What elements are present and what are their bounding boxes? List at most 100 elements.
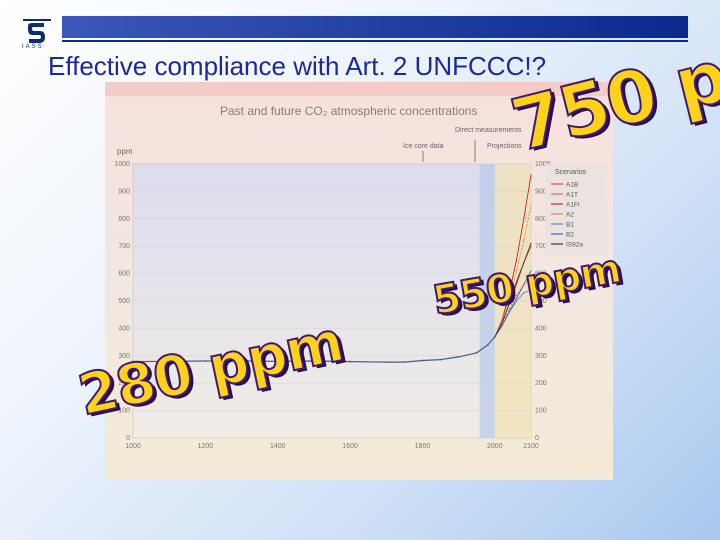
y-ticks-left: 0 100 200 300 400 500 600 700 800 900 1000 [114,161,130,442]
data-point-b2 [501,325,503,327]
data-point-b1 [530,289,532,291]
legend-box [545,164,607,256]
y-tick-label-left: 600 [118,271,130,278]
data-point-b2 [508,311,510,313]
y-tick-label-right: 300 [535,353,547,360]
y-tick-label-right: 100 [535,408,547,415]
figure-top-strip [105,82,613,96]
data-point-a1fi [515,259,518,261]
data-point-is92a [494,336,496,338]
y-tick-label-right: 1000 [535,161,551,168]
data-point-historical [439,358,442,361]
data-point-historical [204,360,207,362]
data-point-a1fi [508,292,510,294]
legend: A1B A1T A1FI A2 B1 B2 IS92a [551,182,583,249]
data-point-b1 [523,292,525,294]
y-tick-label-right: 900 [535,188,547,195]
data-point-historical [457,355,460,358]
y-tick-label-left: 1000 [114,161,130,168]
slide-title: Effective compliance with Art. 2 UNFCCC!… [48,51,547,81]
y-tick-label-left: 100 [118,408,130,415]
data-point-historical [276,360,279,363]
y-tick-label-left: 0 [126,435,130,442]
legend-label: B2 [566,232,574,239]
legend-label: A2 [566,212,574,219]
data-point-a1t [508,308,510,310]
series-points [132,174,532,364]
y-tick-label-left: 700 [118,243,130,250]
data-point-historical [349,360,351,363]
data-point-a2 [530,204,532,206]
chart-title: Past and future CO₂ atmospheric concentr… [220,104,477,118]
x-tick-label: 2000 [487,443,503,450]
data-point-historical [475,351,478,354]
data-point-a1b [515,283,518,286]
y-axis-label: ppm [117,147,133,156]
y-tick-label-left: 900 [118,188,130,195]
data-point-a2 [501,320,503,323]
data-point-a1fi [501,319,503,321]
data-point-b2 [530,270,532,272]
series-line-b2 [494,270,532,338]
data-point-a1fi [523,218,525,220]
series-line-a2 [494,205,532,338]
y-tick-label-right: 0 [535,435,539,442]
x-tick-label: 1800 [415,443,431,450]
y-tick-label-left: 800 [118,216,130,223]
x-ticks: 1000 1200 1400 1600 1800 2000 2100 [125,443,539,450]
x-tick-label: 1000 [125,443,141,450]
header-line [62,40,688,42]
annotation-projections: Projections [487,143,522,150]
legend-label: A1FI [566,202,580,209]
series-line-a1fi [494,174,532,338]
x-tick-label: 2100 [523,443,539,450]
y-tick-label-right: 800 [535,216,547,223]
header-bar [62,16,688,38]
series-line-is92a [494,243,532,338]
y-tick-label-left: 200 [118,380,130,387]
annotation-ice-core: Ice core data [403,143,444,150]
legend-label: B1 [566,222,574,229]
logo-text: IASS [22,44,44,50]
data-point-is92a [515,281,518,283]
data-point-historical [313,360,315,362]
x-tick-label: 1200 [198,443,214,450]
annotation-direct: Direct measurements [455,127,522,134]
series-line-a1t [494,278,532,338]
x-tick-label: 1400 [270,443,286,450]
data-point-a1t [515,294,518,297]
data-point-historical [240,360,243,362]
data-point-historical [168,360,171,363]
data-point-historical [132,360,134,363]
data-point-a1t [501,323,503,325]
data-point-historical [385,361,388,364]
y-tick-label-right: 600 [535,271,547,278]
data-point-a1b [530,245,532,247]
y-tick-label-right: 200 [535,380,547,387]
data-point-a1fi [530,174,532,176]
data-point-a2 [523,240,525,242]
iass-logo [23,19,51,43]
data-point-is92a [523,262,525,264]
data-point-is92a [508,303,510,305]
y-tick-label-right: 400 [535,325,547,332]
data-point-historical [421,359,424,362]
x-tick-label: 1600 [342,443,358,450]
y-tick-label-left: 400 [118,325,130,332]
y-tick-label-right: 700 [535,243,547,250]
data-point-b2 [515,297,518,299]
legend-label: A1T [566,192,578,199]
y-tick-label-right: 500 [535,298,547,305]
data-point-historical [403,361,406,364]
data-point-historical [486,344,489,347]
legend-title: Scenarios [555,169,587,176]
data-point-b1 [515,300,518,302]
data-point-a2 [515,270,518,272]
legend-label: A1B [566,182,578,189]
co2-chart: Past and future CO₂ atmospheric concentr… [105,82,613,480]
data-point-is92a [501,322,503,324]
y-tick-label-left: 300 [118,353,130,360]
legend-label: IS92a [566,242,583,249]
data-point-b2 [523,283,525,286]
data-point-a2 [508,297,510,299]
